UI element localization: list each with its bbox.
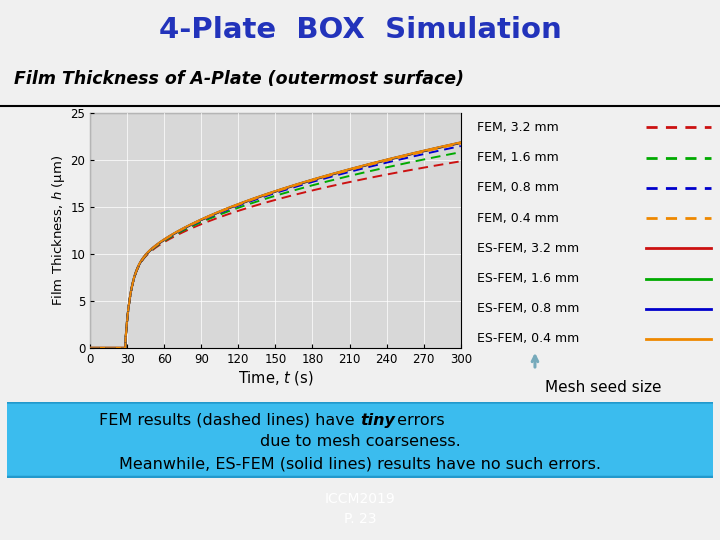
Text: FEM, 0.8 mm: FEM, 0.8 mm [477, 181, 559, 194]
Text: FEM results (dashed lines) have: FEM results (dashed lines) have [99, 413, 360, 428]
FancyBboxPatch shape [0, 402, 720, 477]
Text: FEM, 0.4 mm: FEM, 0.4 mm [477, 212, 559, 225]
Text: Meanwhile, ES-FEM (solid lines) results have no such errors.: Meanwhile, ES-FEM (solid lines) results … [119, 457, 601, 472]
Text: errors: errors [392, 413, 444, 428]
Text: Film Thickness of A-Plate (outermost surface): Film Thickness of A-Plate (outermost sur… [14, 70, 464, 87]
Text: FEM, 3.2 mm: FEM, 3.2 mm [477, 121, 559, 134]
Text: due to mesh coarseness.: due to mesh coarseness. [260, 434, 460, 449]
Y-axis label: Film Thickness, $h$ (μm): Film Thickness, $h$ (μm) [50, 156, 68, 306]
Text: ES-FEM, 3.2 mm: ES-FEM, 3.2 mm [477, 242, 579, 255]
Text: ES-FEM, 0.4 mm: ES-FEM, 0.4 mm [477, 333, 580, 346]
Text: Mesh seed size: Mesh seed size [545, 380, 661, 395]
Text: ES-FEM, 0.8 mm: ES-FEM, 0.8 mm [477, 302, 580, 315]
Text: FEM, 1.6 mm: FEM, 1.6 mm [477, 151, 559, 164]
Text: tiny: tiny [360, 413, 395, 428]
Text: ES-FEM, 1.6 mm: ES-FEM, 1.6 mm [477, 272, 579, 285]
X-axis label: Time, $t$ (s): Time, $t$ (s) [238, 369, 313, 387]
Text: 4-Plate  BOX  Simulation: 4-Plate BOX Simulation [158, 16, 562, 44]
Text: ICCM2019
P. 23: ICCM2019 P. 23 [325, 491, 395, 526]
